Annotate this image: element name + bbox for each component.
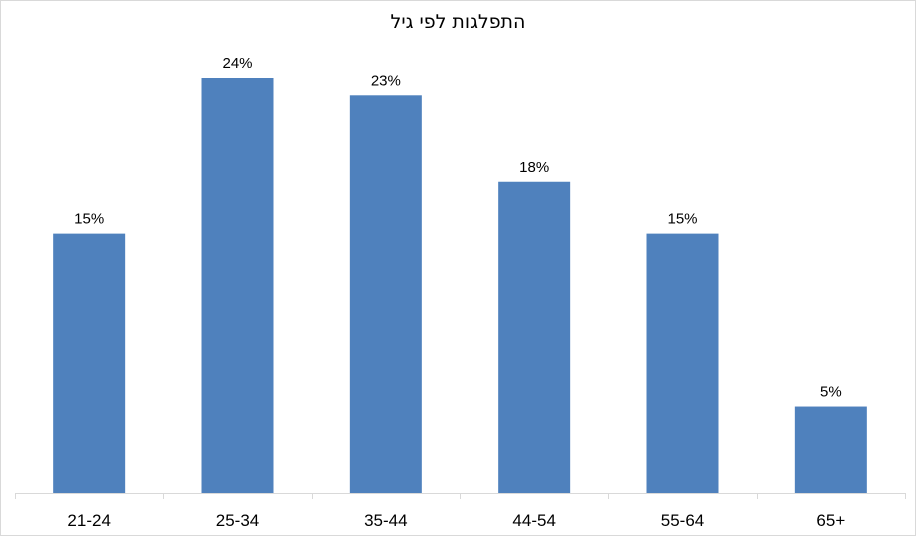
bar	[53, 233, 126, 493]
x-tick-label: 25-34	[216, 511, 259, 530]
data-label: 15%	[667, 211, 697, 228]
bar	[646, 233, 719, 493]
x-tick-label: 21-24	[67, 511, 110, 530]
x-tick-label: 44-54	[512, 511, 555, 530]
x-tick-label: 55-64	[661, 511, 704, 530]
bar	[498, 181, 571, 493]
bar	[201, 78, 274, 493]
data-label: 5%	[820, 384, 842, 401]
data-label: 15%	[74, 211, 104, 228]
bar	[349, 95, 422, 494]
data-label: 24%	[222, 55, 252, 72]
bar	[794, 406, 867, 493]
x-tick-label: 35-44	[364, 511, 407, 530]
x-tick-label: 65+	[816, 511, 845, 530]
data-label: 18%	[519, 159, 549, 176]
chart-title: התפלגות לפי גיל	[390, 11, 526, 33]
data-label: 23%	[371, 72, 401, 89]
